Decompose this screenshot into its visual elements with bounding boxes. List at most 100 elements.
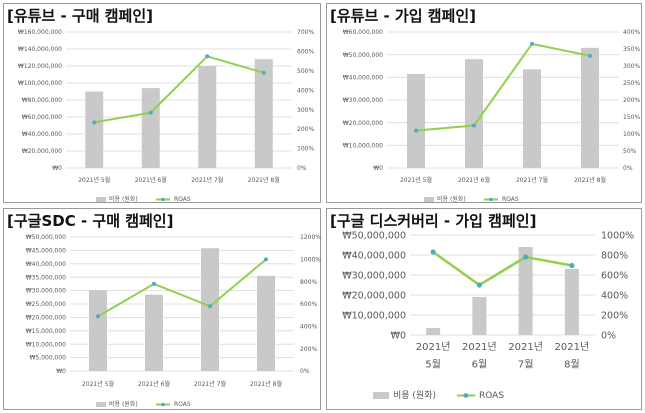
chart-google-sdc-purchase: ₩0 ₩5,000,000 ₩10,000,000 ₩15,000,000 ₩20,00… [26,234,322,408]
legend-line-marker [489,197,493,202]
legend-line-marker [161,197,165,202]
category-label: 2021년 5월 [416,341,451,371]
right-axis-tick-label: 200% [300,346,317,353]
right-axis-tick-label: 500% [297,68,314,75]
right-axis-tick-label: 300% [297,107,314,114]
category-label: 2021년 8월 [574,176,606,184]
left-axis-tick-label: ₩120,000,000 [18,63,62,70]
cost-bar [141,88,160,168]
left-axis-tick-label: ₩50,000,000 [342,230,406,241]
category-label: 2021년 7월 [516,176,548,184]
left-axis-tick-label: ₩15,000,000 [26,328,66,335]
roas-point [530,41,534,46]
legend-bar-label: 비용 (원화) [393,390,436,401]
right-axis-tick-label: 400% [297,87,314,94]
category-label: 2021년 8월 [555,341,590,371]
left-axis-tick-label: ₩60,000,000 [22,114,62,121]
cost-bar [254,59,273,169]
category-label: 2021년 7월 [194,380,226,388]
category-label: 2021년 8월 [250,380,282,388]
left-axis-tick-label: ₩10,000,000 [343,142,383,149]
left-axis-tick-label: ₩30,000,000 [342,270,406,281]
roas-point [414,128,418,133]
left-axis-tick-label: ₩50,000,000 [343,52,383,59]
chart-google-discovery-signup: ₩0 ₩10,000,000 ₩20,000,000 ₩30,000,000 ₩40,0… [342,230,634,401]
right-axis-tick-label: 400% [300,323,317,330]
category-label: 2021년 5월 [78,176,110,184]
left-axis-tick-label: ₩100,000,000 [18,80,62,87]
left-axis-tick-label: ₩10,000,000 [26,341,66,348]
right-axis-tick-label: 0% [601,330,616,341]
roas-point [523,254,529,260]
left-axis-tick-label: ₩0 [373,165,383,172]
right-axis-tick-label: 1200% [300,234,321,241]
roas-point [148,110,153,115]
legend-line-label: ROAS [174,196,191,203]
left-axis-tick-label: ₩40,000,000 [343,74,383,81]
category-label: 2021년 7월 [191,176,223,184]
right-axis-tick-label: 1000% [300,256,321,263]
legend-bar-label: 비용 (원화) [437,195,466,203]
cost-bar [581,47,599,168]
left-axis-tick-label: ₩50,000,000 [26,234,66,241]
legend-line-label: ROAS [479,391,504,401]
left-axis-tick-label: ₩35,000,000 [26,274,66,281]
right-axis-tick-label: 100% [297,146,314,153]
legend-bar-swatch [96,402,106,407]
category-label: 2021년 7월 [508,341,543,371]
left-axis-tick-label: ₩40,000,000 [22,131,62,138]
roas-point [430,249,436,255]
cost-bar [198,66,217,168]
left-axis-tick-label: ₩45,000,000 [26,248,66,255]
cost-bar [518,247,533,335]
cost-bar [85,91,104,168]
roas-line [432,250,573,287]
right-axis-tick-label: 800% [601,250,628,261]
legend-bar-swatch [424,197,434,202]
category-label: 2021년 6월 [135,176,167,184]
left-axis-tick-label: ₩5,000,000 [30,355,67,362]
left-axis-tick-label: ₩20,000,000 [22,148,62,155]
chart-title: [유튜브 - 가입 캠페인] [330,7,477,25]
cost-bar [564,269,579,335]
cost-bar [257,275,275,371]
left-axis-tick-label: ₩40,000,000 [26,261,66,268]
roas-point [261,70,266,75]
right-axis-tick-label: 0% [300,368,310,375]
right-axis-tick-label: 0% [623,165,633,172]
roas-line [415,42,591,132]
legend-line-label: ROAS [502,196,519,203]
category-label: 2021년 8월 [248,176,280,184]
roas-point [92,120,97,125]
left-axis-tick-label: ₩30,000,000 [343,97,383,104]
right-axis-tick-label: 100% [623,131,640,138]
left-axis-tick-label: ₩140,000,000 [18,46,62,53]
chart-panel-google-discovery-signup: [구글 디스커버리 - 가입 캠페인] ₩0 ₩10,000,000 ₩20,000… [326,208,642,410]
left-axis-tick-label: ₩10,000,000 [342,310,406,321]
cost-bar [407,73,425,168]
roas-line [94,55,265,124]
left-axis-tick-label: ₩160,000,000 [18,29,62,36]
right-axis-tick-label: 0% [297,165,307,172]
right-axis-tick-label: 700% [297,29,314,36]
left-axis-tick-label: ₩0 [391,330,406,341]
chart-panel-youtube-signup: [유튜브 - 가입 캠페인] ₩0 ₩10,000,000 ₩20,000,000 ₩… [326,3,642,203]
cost-bar [89,290,107,371]
right-axis-tick-label: 50% [623,148,637,155]
legend-bar-label: 비용 (원화) [109,195,138,203]
left-axis-tick-label: ₩0 [56,368,66,375]
left-axis-tick-label: ₩20,000,000 [342,290,406,301]
left-axis-tick-label: ₩80,000,000 [22,97,62,104]
roas-point [264,257,268,262]
chart-youtube-signup: ₩0 ₩10,000,000 ₩20,000,000 ₩30,000,000 ₩40,0… [343,29,641,203]
legend-line-marker [161,402,165,407]
chart-youtube-purchase: ₩0 ₩20,000,000 ₩40,000,000 ₩60,000,000 ₩80,0… [18,29,315,203]
chart-panel-youtube-purchase: [유튜브 - 구매 캠페인] ₩0 ₩20,000,000 ₩40,000,000 ₩… [3,3,321,203]
left-axis-tick-label: ₩40,000,000 [342,250,406,261]
right-axis-tick-label: 400% [623,29,640,36]
left-axis-tick-label: ₩0 [52,165,62,172]
right-axis-tick-label: 300% [623,63,640,70]
cost-bar [523,69,541,168]
right-axis-tick-label: 400% [601,290,628,301]
left-axis-tick-label: ₩20,000,000 [26,315,66,322]
